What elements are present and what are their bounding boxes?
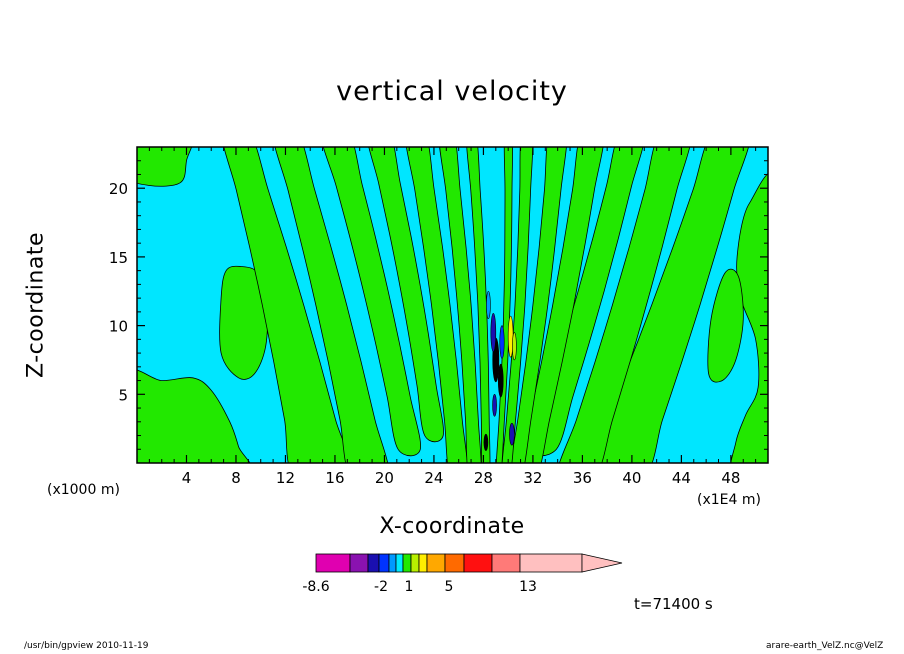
y-tick-label: 5 (118, 386, 128, 404)
x-tick-label: 32 (523, 469, 542, 487)
positive-region (368, 147, 444, 443)
colorbar-bin (426, 553, 446, 573)
x-tick-label: 44 (672, 469, 691, 487)
colorbar-bin (463, 553, 493, 573)
x-tick-label: 48 (721, 469, 740, 487)
colorbar-bin (349, 553, 369, 573)
x-tick-label: 20 (375, 469, 394, 487)
colorbar-bin (418, 553, 428, 573)
colorbar-bin (315, 553, 351, 573)
colorbar: -8.6 -2 1 5 13 (302, 553, 623, 595)
core-cell (509, 422, 515, 446)
colorbar-label: 5 (445, 579, 454, 595)
core-cells (483, 290, 517, 451)
core-cell (497, 363, 504, 398)
colorbar-label: 13 (519, 579, 537, 595)
x-tick-label: 12 (276, 469, 295, 487)
colorbar-bin (367, 553, 380, 573)
colorbar-bin (388, 553, 397, 573)
x-tick-label: 28 (474, 469, 493, 487)
positive-region (406, 147, 468, 463)
chart-title: vertical velocity (336, 76, 568, 107)
core-cell (486, 290, 491, 320)
footer-program-info: /usr/bin/gpview 2010-11-19 (24, 641, 149, 651)
y-tick-label: 15 (109, 249, 128, 267)
y-tick-label: 20 (109, 180, 128, 198)
colorbar-bin (519, 553, 583, 573)
positive-region (223, 147, 352, 463)
colorbar-bin (444, 553, 465, 573)
colorbar-label: 1 (405, 579, 414, 595)
colorbar-bin (491, 553, 521, 573)
y-tick-label: 10 (109, 318, 128, 336)
positive-region (518, 147, 604, 463)
colorbar-label: -8.6 (302, 579, 329, 595)
x-tick-label: 16 (325, 469, 344, 487)
footer-file-info: arare-earth_VelZ.nc@VelZ (766, 641, 884, 651)
time-annotation: t=71400 s (634, 595, 713, 613)
positive-region (322, 147, 422, 457)
x-tick-label: 40 (622, 469, 641, 487)
colorbar-extend-arrow (581, 553, 623, 573)
positive-region (274, 147, 389, 463)
y-axis-scale-label: (x1000 m) (47, 482, 120, 498)
core-cell (490, 312, 497, 353)
core-cell (499, 325, 505, 359)
positive-region (439, 147, 482, 463)
positive-region (137, 369, 251, 463)
positive-region (466, 147, 491, 463)
x-tick-label: 8 (231, 469, 241, 487)
x-axis-scale-label: (x1E4 m) (697, 492, 761, 508)
positive-region (584, 147, 749, 463)
positive-regions (137, 147, 768, 463)
x-tick-label: 4 (182, 469, 192, 487)
plot-area (137, 147, 768, 463)
core-cell (483, 433, 489, 451)
colorbar-bin (410, 553, 420, 573)
x-tick-label: 24 (424, 469, 443, 487)
positive-region (707, 268, 744, 383)
colorbar-bin (402, 553, 412, 573)
positive-region (137, 147, 193, 187)
x-axis-label: X-coordinate (379, 514, 525, 539)
colorbar-label: -2 (374, 579, 388, 595)
core-cell (512, 332, 517, 361)
positive-region (559, 147, 691, 463)
positive-region (510, 147, 567, 463)
plot-frame (136, 146, 769, 464)
x-tick-label: 36 (573, 469, 592, 487)
colorbar-bin (395, 553, 404, 573)
colorbar-bin (378, 553, 390, 573)
core-cell (492, 394, 497, 417)
positive-region (730, 173, 768, 463)
